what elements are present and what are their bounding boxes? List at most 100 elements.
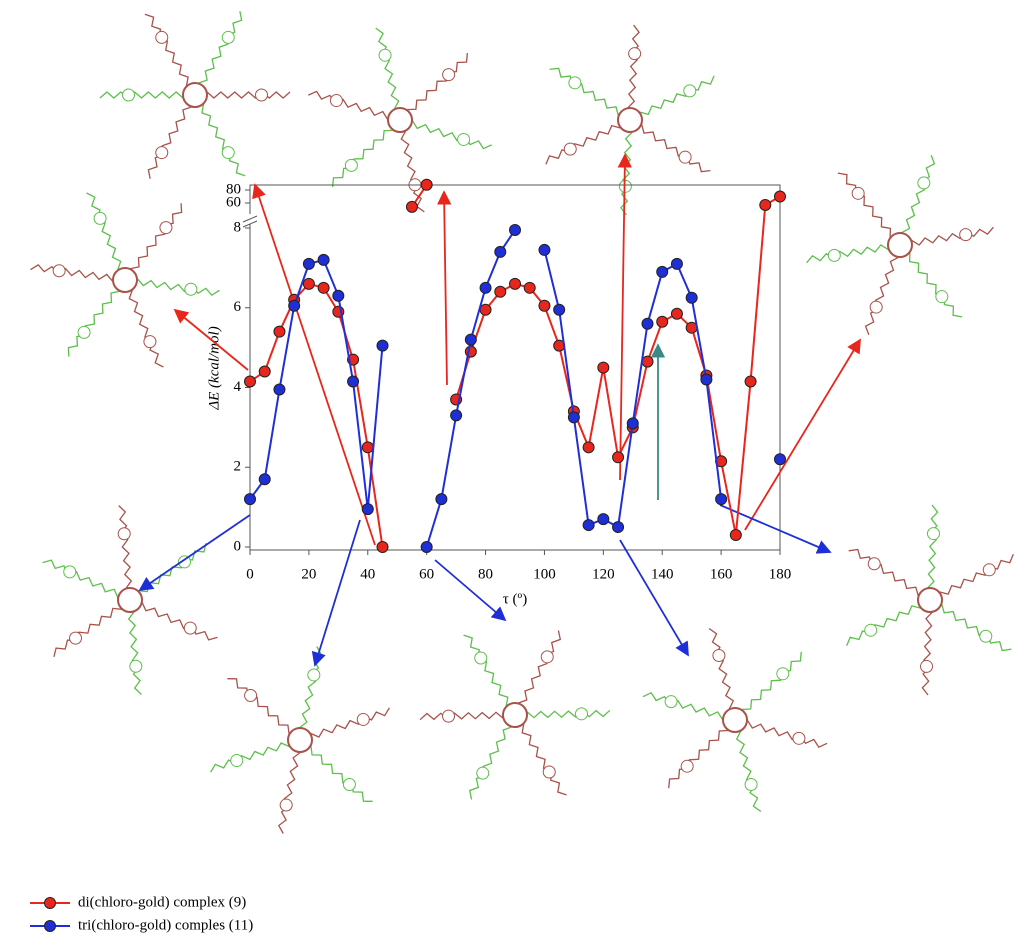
molecule-core xyxy=(112,267,138,293)
data-point xyxy=(656,265,669,278)
molecule-arm xyxy=(901,154,936,234)
data-point xyxy=(405,200,418,213)
data-point xyxy=(641,317,654,330)
molecule-arm xyxy=(419,711,504,721)
data-point xyxy=(729,529,742,542)
molecule-arm xyxy=(640,124,711,173)
molecule-ring xyxy=(869,300,883,314)
molecule-ring xyxy=(307,668,321,682)
molecule-ring xyxy=(792,731,806,745)
molecule-arm xyxy=(375,27,400,110)
molecule-ring xyxy=(476,766,490,780)
x-tick-label: 80 xyxy=(478,566,493,582)
molecule-arm xyxy=(639,75,715,116)
data-point xyxy=(302,257,315,270)
molecule-ring xyxy=(230,754,244,768)
data-point xyxy=(288,299,301,312)
molecule-arm xyxy=(310,707,390,738)
x-axis-label: τ (º) xyxy=(503,591,527,607)
data-point xyxy=(376,339,389,352)
molecule-ring xyxy=(221,146,235,160)
molecule-ring xyxy=(356,712,370,726)
molecule-arm xyxy=(620,131,633,216)
data-point xyxy=(553,303,566,316)
molecule-core xyxy=(722,707,748,733)
data-point xyxy=(509,223,521,236)
molecule-arm xyxy=(129,203,183,270)
molecule-arm xyxy=(141,602,218,641)
molecule-arm xyxy=(144,13,189,87)
molecule-ring xyxy=(776,667,790,681)
series-line xyxy=(455,195,781,536)
molecule-arm xyxy=(468,726,513,800)
x-tick-label: 140 xyxy=(651,566,674,582)
molecule-arm xyxy=(806,244,889,264)
axis-break xyxy=(242,215,258,223)
data-point xyxy=(479,281,492,294)
molecule-ring xyxy=(77,325,91,339)
molecule-arm xyxy=(846,605,921,647)
legend-label: tri(chloro-gold) comples (11) xyxy=(78,917,253,933)
molecule-ring xyxy=(563,142,577,156)
data-point xyxy=(376,541,389,553)
molecule-arm xyxy=(331,129,394,188)
x-tick-label: 40 xyxy=(360,566,375,582)
molecule-arm xyxy=(147,106,192,179)
molecule-ring xyxy=(155,146,169,160)
data-point xyxy=(273,325,286,338)
x-tick-label: 0 xyxy=(246,566,254,582)
y-tick-label: 80 xyxy=(226,181,241,197)
arrow xyxy=(252,183,376,546)
molecule-arm xyxy=(517,630,562,704)
data-point xyxy=(626,417,639,430)
data-point xyxy=(494,245,507,258)
molecule-ring xyxy=(279,798,293,812)
molecule-ring xyxy=(982,563,996,577)
molecule-arm xyxy=(549,67,620,116)
molecule-arm xyxy=(227,678,290,735)
molecule-core xyxy=(502,702,528,728)
molecule-arm xyxy=(400,130,425,213)
molecule-ring xyxy=(683,84,697,98)
molecule-arm xyxy=(911,226,994,246)
molecule-arm xyxy=(136,278,220,297)
molecule-ring xyxy=(979,629,993,643)
molecule-ring xyxy=(52,264,66,278)
arrow xyxy=(138,514,251,592)
data-point xyxy=(420,178,433,191)
molecule-ring xyxy=(628,47,642,61)
y-tick-label: 6 xyxy=(234,299,242,315)
molecule-core xyxy=(917,587,943,613)
data-point xyxy=(538,243,551,256)
molecule-arm xyxy=(210,742,290,773)
data-point xyxy=(685,291,698,304)
molecule-arm xyxy=(463,634,509,707)
molecule-arm xyxy=(741,651,802,711)
data-point xyxy=(582,441,595,454)
series-line xyxy=(249,282,384,548)
molecule-ring xyxy=(442,68,456,82)
data-point xyxy=(302,277,315,290)
molecule-ring xyxy=(244,689,258,703)
data-point xyxy=(258,473,271,486)
molecule-arm xyxy=(118,505,133,589)
axis-break xyxy=(242,220,258,228)
legend-marker xyxy=(44,920,56,932)
data-point xyxy=(612,521,625,534)
data-point xyxy=(744,375,757,388)
data-point xyxy=(347,375,360,388)
molecule-ring xyxy=(255,88,268,102)
molecule-ring xyxy=(920,659,934,673)
molecules xyxy=(30,11,1014,834)
data-point xyxy=(715,493,728,506)
molecule-arm xyxy=(201,103,246,177)
y-tick-label: 2 xyxy=(234,459,242,475)
data-point xyxy=(509,277,521,290)
data-point xyxy=(479,303,492,316)
series-line xyxy=(543,249,723,529)
legend-marker xyxy=(44,897,56,909)
data-point xyxy=(450,409,463,422)
molecule-ring xyxy=(69,631,83,645)
data-point xyxy=(700,373,713,386)
